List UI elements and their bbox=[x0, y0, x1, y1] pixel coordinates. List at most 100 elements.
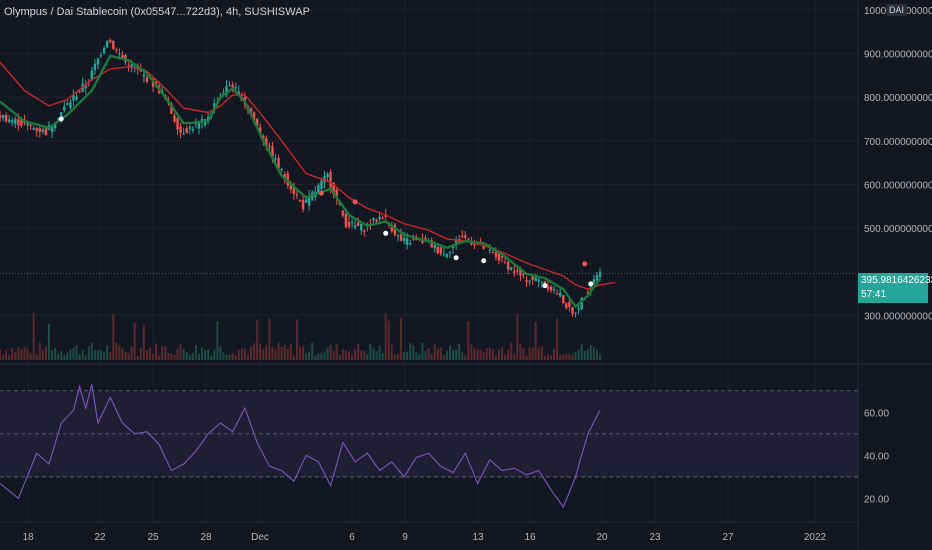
volume-bar bbox=[452, 349, 455, 360]
volume-bar bbox=[586, 349, 589, 360]
volume-bar bbox=[44, 346, 47, 360]
volume-bar bbox=[531, 347, 534, 360]
volume-bar bbox=[341, 349, 344, 360]
candle-body bbox=[473, 244, 476, 246]
candle-body bbox=[222, 92, 225, 94]
candle-body bbox=[347, 222, 351, 227]
candle-body bbox=[467, 238, 470, 240]
volume-bar bbox=[280, 346, 283, 360]
candle-body bbox=[595, 274, 599, 281]
candle-body bbox=[448, 251, 452, 253]
volume-bar bbox=[47, 323, 50, 360]
candle-body bbox=[307, 195, 311, 206]
volume-bar bbox=[522, 348, 525, 360]
candle-body bbox=[72, 95, 75, 101]
volume-bar bbox=[540, 346, 543, 360]
candle-body bbox=[442, 254, 446, 256]
volume-bar bbox=[299, 346, 301, 360]
signal-marker bbox=[481, 258, 487, 264]
candle-body bbox=[102, 48, 106, 54]
volume-bar bbox=[550, 355, 553, 360]
candle-body bbox=[461, 235, 464, 238]
candle-body bbox=[451, 245, 455, 249]
volume-bar bbox=[0, 349, 1, 360]
volume-bar bbox=[26, 348, 29, 360]
volume-bar bbox=[458, 343, 461, 360]
time-axis-label: 18 bbox=[22, 532, 34, 543]
volume-bar bbox=[338, 354, 341, 360]
candle-body bbox=[96, 58, 100, 65]
price-axis-label: 900.0000000000 bbox=[864, 50, 932, 61]
volume-bar bbox=[191, 352, 194, 360]
volume-bar bbox=[464, 355, 467, 360]
volume-bar bbox=[592, 347, 595, 360]
volume-bar bbox=[583, 350, 586, 360]
countdown-timer: 57:41 bbox=[861, 289, 887, 300]
candle-body bbox=[412, 238, 415, 240]
volume-bar bbox=[387, 320, 390, 360]
candle-body bbox=[592, 279, 596, 283]
currency-badge: DAI bbox=[886, 4, 908, 16]
volume-bar bbox=[225, 354, 228, 360]
volume-bar bbox=[20, 349, 23, 360]
volume-bar bbox=[308, 351, 311, 360]
volume-bar bbox=[60, 351, 63, 360]
volume-bar bbox=[133, 322, 136, 360]
candle-body bbox=[41, 129, 45, 132]
volume-bar bbox=[109, 352, 112, 360]
candle-body bbox=[11, 120, 14, 123]
volume-bar bbox=[513, 353, 516, 360]
volume-bar bbox=[295, 319, 298, 360]
candle-body bbox=[409, 243, 412, 245]
volume-bar bbox=[347, 351, 350, 360]
candle-body bbox=[259, 127, 262, 135]
volume-bar bbox=[577, 349, 580, 360]
volume-bar bbox=[396, 354, 399, 360]
volume-bar bbox=[455, 349, 458, 360]
candle-body bbox=[265, 138, 268, 147]
volume-bar bbox=[29, 353, 32, 360]
volume-bar bbox=[574, 351, 577, 360]
candle-body bbox=[482, 245, 485, 249]
candle-body bbox=[26, 123, 29, 126]
volume-bar bbox=[332, 351, 335, 360]
volume-bar bbox=[546, 354, 549, 360]
price-axis-label: 500.0000000000 bbox=[864, 224, 932, 235]
candle-body bbox=[356, 222, 360, 226]
time-axis-label: 27 bbox=[722, 532, 734, 543]
signal-marker bbox=[588, 281, 594, 287]
candle-body bbox=[402, 238, 406, 242]
candle-body bbox=[105, 40, 109, 48]
volume-bar bbox=[115, 343, 118, 360]
volume-bar bbox=[38, 342, 41, 360]
time-axis-label: 2022 bbox=[804, 532, 827, 543]
candle-body bbox=[546, 286, 550, 290]
candle-body bbox=[335, 189, 338, 199]
candle-body bbox=[320, 180, 323, 190]
volume-bar bbox=[84, 355, 87, 360]
volume-bar bbox=[240, 348, 243, 360]
candle-body bbox=[525, 280, 528, 282]
volume-bar bbox=[335, 343, 338, 360]
volume-bar bbox=[372, 348, 375, 360]
volume-bar bbox=[302, 346, 305, 360]
candle-body bbox=[405, 238, 409, 245]
candle-body bbox=[182, 133, 185, 135]
candle-body bbox=[491, 252, 495, 254]
candle-body bbox=[574, 312, 577, 314]
volume-bar bbox=[427, 348, 430, 360]
volume-bar bbox=[292, 355, 295, 360]
candle-body bbox=[531, 276, 534, 280]
volume-bar bbox=[145, 349, 148, 360]
rsi-axis-label: 40.00 bbox=[864, 451, 889, 462]
candle-body bbox=[360, 223, 363, 231]
volume-bar bbox=[482, 352, 485, 360]
candle-body bbox=[464, 235, 467, 238]
volume-bar bbox=[81, 349, 84, 360]
candle-body bbox=[197, 122, 201, 129]
volume-bar bbox=[35, 354, 38, 360]
volume-bar bbox=[406, 351, 409, 360]
volume-bar bbox=[219, 345, 222, 360]
candle-body bbox=[7, 119, 11, 122]
candle-body bbox=[421, 238, 424, 243]
